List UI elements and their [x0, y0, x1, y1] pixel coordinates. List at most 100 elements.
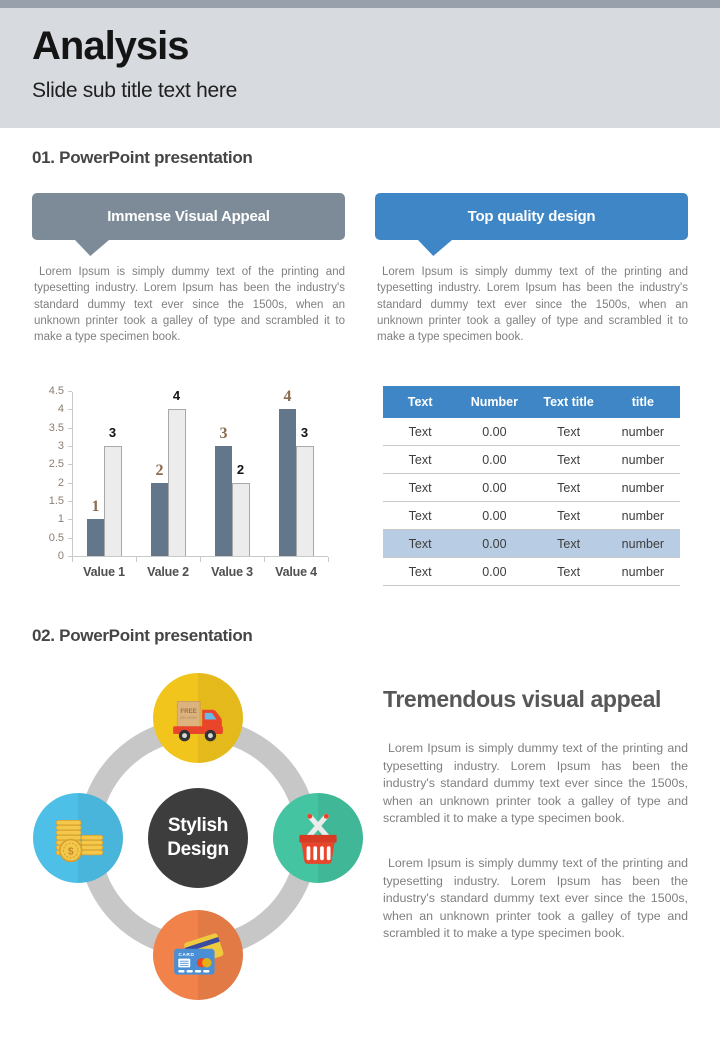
table-cell: Text: [557, 564, 581, 579]
table-header-cell: Number: [470, 395, 518, 409]
x-category-label: Value 4: [275, 565, 317, 579]
table-cell: Text: [408, 424, 432, 439]
svg-text:$: $: [68, 847, 74, 858]
svg-text:DELIVERY: DELIVERY: [180, 716, 198, 720]
node-cards: CARD: [153, 910, 243, 1000]
chart-x-axis: Value 1 Value 2 Value 3 Value 4: [72, 565, 328, 583]
visual-appeal-heading: Tremendous visual appeal: [383, 686, 662, 712]
slide-header: Analysis Slide sub title text here: [0, 8, 720, 128]
intro-paragraph-right: Lorem Ipsum is simply dummy text of the …: [377, 266, 688, 344]
table-cell: number: [621, 564, 665, 579]
center-circle: Stylish Design: [148, 788, 248, 888]
svg-text:CARD: CARD: [178, 952, 194, 958]
bar-series-light-1: [104, 446, 122, 556]
table-cell: 0.00: [482, 452, 507, 467]
section-2-heading: 02. PowerPoint presentation: [32, 626, 253, 645]
table-row: Text 0.00 Text number: [383, 502, 680, 530]
bar-value-label: 3: [300, 425, 309, 440]
y-tick-label: 0: [57, 550, 64, 562]
table-body: Text 0.00 Text number Text 0.00 Text number Text…: [383, 418, 680, 586]
x-category-label: Value 3: [211, 565, 253, 579]
bar-value-label: 3: [219, 425, 228, 442]
data-table: Text Number Text title title Text 0.00 Text nu…: [383, 386, 680, 586]
table-cell: 0.00: [482, 536, 507, 551]
table-cell: Text: [557, 424, 581, 439]
node-delivery: FREE DELIVERY: [153, 673, 243, 763]
table-header-row: Text Number Text title title: [383, 386, 680, 418]
callout-immense-visual-appeal: Immense Visual Appeal: [32, 193, 345, 240]
y-tick-mark: [68, 482, 72, 484]
x-tick-mark: [200, 557, 201, 562]
shopping-basket-icon: [299, 813, 337, 864]
table-cell: Text: [557, 452, 581, 467]
intro-paragraph-left: Lorem Ipsum is simply dummy text of the …: [34, 266, 345, 344]
table-cell: 0.00: [482, 564, 507, 579]
credit-card-icon: CARD: [174, 933, 224, 975]
y-tick-label: 3: [57, 440, 64, 452]
table-row: Text 0.00 Text number: [383, 558, 680, 586]
bar-series-dark-1: [87, 519, 104, 556]
table-cell: Text: [557, 508, 581, 523]
y-tick-label: 2: [57, 476, 64, 489]
x-tick-mark: [328, 557, 329, 562]
body-paragraph-1: Lorem Ipsum is simply dummy text of the …: [383, 741, 688, 826]
y-tick-label: 1: [57, 513, 64, 526]
top-accent-strip: [0, 0, 720, 8]
table-cell: 0.00: [482, 480, 507, 495]
x-category-label: Value 2: [147, 565, 189, 579]
bar-series-light-3: [232, 483, 250, 556]
center-label-line2: Design: [167, 839, 229, 860]
y-tick-label: 4.5: [48, 385, 64, 397]
y-tick-mark: [68, 409, 72, 411]
y-tick-label: 1.5: [48, 495, 64, 507]
y-tick-label: 0.5: [48, 531, 64, 544]
bar-value-label: 1: [91, 498, 100, 515]
table-row: Text 0.00 Text number: [383, 446, 680, 474]
chart-y-axis: 0 0.5 1 1.5 2 2.5 3 3.5 4 4.5: [34, 385, 67, 562]
bar-value-label: 3: [108, 425, 117, 440]
bar-chart-plot: 1 3 2 4 3 2 4 3: [68, 388, 329, 562]
table-cell: number: [621, 480, 665, 495]
bar-value-label: 4: [283, 388, 292, 405]
page-title: Analysis: [32, 24, 190, 68]
table-cell: number: [621, 452, 665, 467]
y-tick-mark: [68, 427, 72, 429]
y-tick-mark: [68, 464, 72, 466]
y-tick-mark: [68, 501, 72, 502]
y-tick-mark: [68, 537, 72, 539]
table-header-cell: Text title: [543, 395, 594, 409]
table-header-cell: title: [631, 395, 654, 409]
cycle-diagram: FREE DELIVERY: [20, 655, 400, 1015]
table-cell: 0.00: [482, 508, 507, 523]
y-tick-mark: [68, 446, 72, 447]
y-tick-label: 4: [57, 403, 64, 416]
bar-value-label: 4: [172, 388, 181, 403]
table-cell: Text: [557, 480, 581, 495]
table-cell: 0.00: [482, 424, 507, 439]
y-tick-mark: [68, 556, 72, 557]
table-cell: Text: [557, 536, 581, 551]
x-tick-mark: [264, 557, 265, 562]
coins-icon: $: [55, 819, 104, 863]
body-paragraph-2: Lorem Ipsum is simply dummy text of the …: [383, 856, 688, 941]
delivery-truck-icon: FREE DELIVERY: [173, 701, 223, 742]
bar-series-dark-2: [151, 483, 168, 556]
callout-top-quality-design: Top quality design: [375, 193, 688, 240]
bar-series-dark-3: [215, 446, 232, 556]
bar-series-light-4: [296, 446, 314, 556]
table-cell: Text: [408, 480, 432, 495]
y-tick-mark: [68, 391, 72, 392]
y-tick-label: 2.5: [48, 458, 64, 471]
x-tick-mark: [136, 557, 137, 562]
table-cell: Text: [408, 452, 432, 467]
table-row: Text 0.00 Text number: [383, 418, 680, 446]
node-coins: $: [33, 793, 123, 883]
table-row: Text 0.00 Text number: [383, 474, 680, 502]
bar-value-label: 2: [236, 462, 245, 477]
node-basket: [273, 793, 363, 883]
table-cell: number: [621, 536, 665, 551]
table-cell: number: [621, 508, 665, 523]
table-cell: Text: [408, 508, 432, 523]
page-subtitle: Slide sub title text here: [32, 79, 237, 102]
